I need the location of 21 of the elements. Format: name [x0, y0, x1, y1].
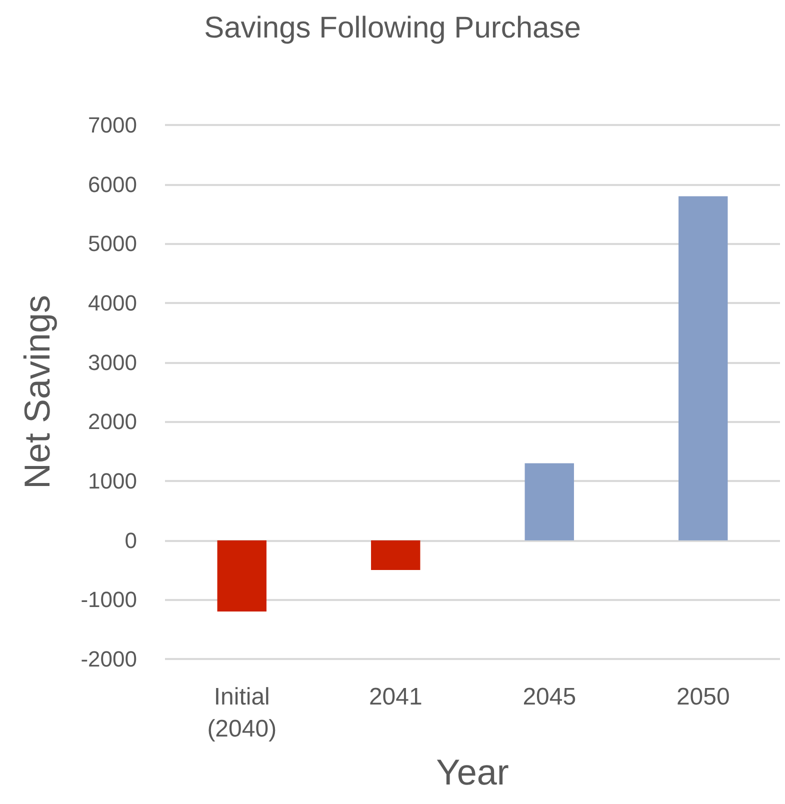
x-tick-label: 2050	[676, 684, 730, 710]
x-tick-label: 2045	[522, 684, 576, 710]
bar	[371, 540, 420, 570]
y-tick-label: 6000	[88, 172, 137, 197]
y-tick-label: 2000	[88, 409, 137, 434]
y-tick-label: 7000	[88, 112, 137, 138]
chart-title: Savings Following Purchase	[204, 12, 581, 44]
x-tick-label: 2041	[368, 684, 422, 710]
y-tick-label: 4000	[88, 290, 137, 316]
y-axis-title: Net Savings	[16, 294, 58, 490]
x-tick-label: Initial (2040)	[207, 684, 277, 742]
y-tick-label: 0	[124, 528, 137, 553]
bar	[217, 540, 266, 612]
y-tick-label: -2000	[80, 646, 137, 672]
y-tick-label: 3000	[88, 350, 137, 375]
y-tick-label: 5000	[88, 231, 137, 256]
bar	[524, 463, 574, 540]
x-axis-title: Year	[436, 752, 509, 792]
y-tick-label: 1000	[88, 468, 137, 494]
bar	[678, 196, 728, 540]
y-tick-label: -1000	[80, 587, 137, 612]
